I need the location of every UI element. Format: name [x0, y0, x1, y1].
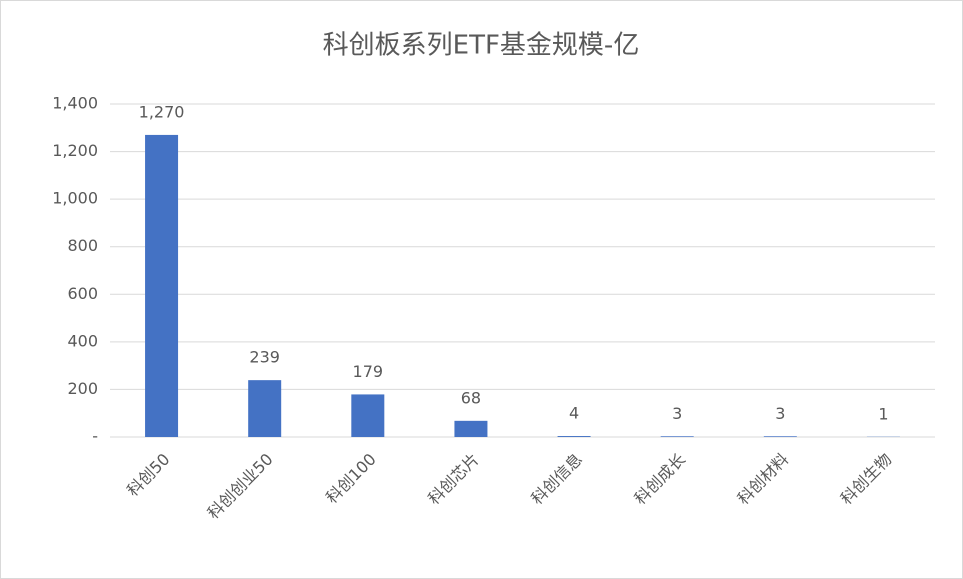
data-label: 1 — [878, 404, 888, 423]
y-tick-label: 1,200 — [52, 141, 98, 160]
bar — [763, 436, 797, 437]
y-tick-label: 600 — [67, 284, 98, 303]
bar — [557, 436, 591, 437]
y-tick-label: 200 — [67, 379, 98, 398]
chart-title: 科创板系列ETF基金规模-亿 — [323, 31, 640, 61]
y-tick-label: 1,400 — [52, 94, 98, 113]
data-label: 3 — [672, 404, 682, 423]
bar — [660, 436, 694, 437]
data-label: 239 — [249, 348, 280, 367]
y-tick-label: 800 — [67, 236, 98, 255]
bar — [248, 380, 282, 437]
data-label: 68 — [461, 388, 481, 407]
data-label: 179 — [353, 362, 384, 381]
bar — [145, 134, 179, 437]
data-label: 1,270 — [139, 102, 185, 121]
data-label: 3 — [775, 404, 785, 423]
y-tick-label: - — [92, 427, 98, 446]
bar — [351, 394, 385, 437]
data-label: 4 — [569, 404, 579, 423]
bar — [454, 420, 488, 437]
y-tick-label: 1,000 — [52, 189, 98, 208]
y-tick-label: 400 — [67, 331, 98, 350]
